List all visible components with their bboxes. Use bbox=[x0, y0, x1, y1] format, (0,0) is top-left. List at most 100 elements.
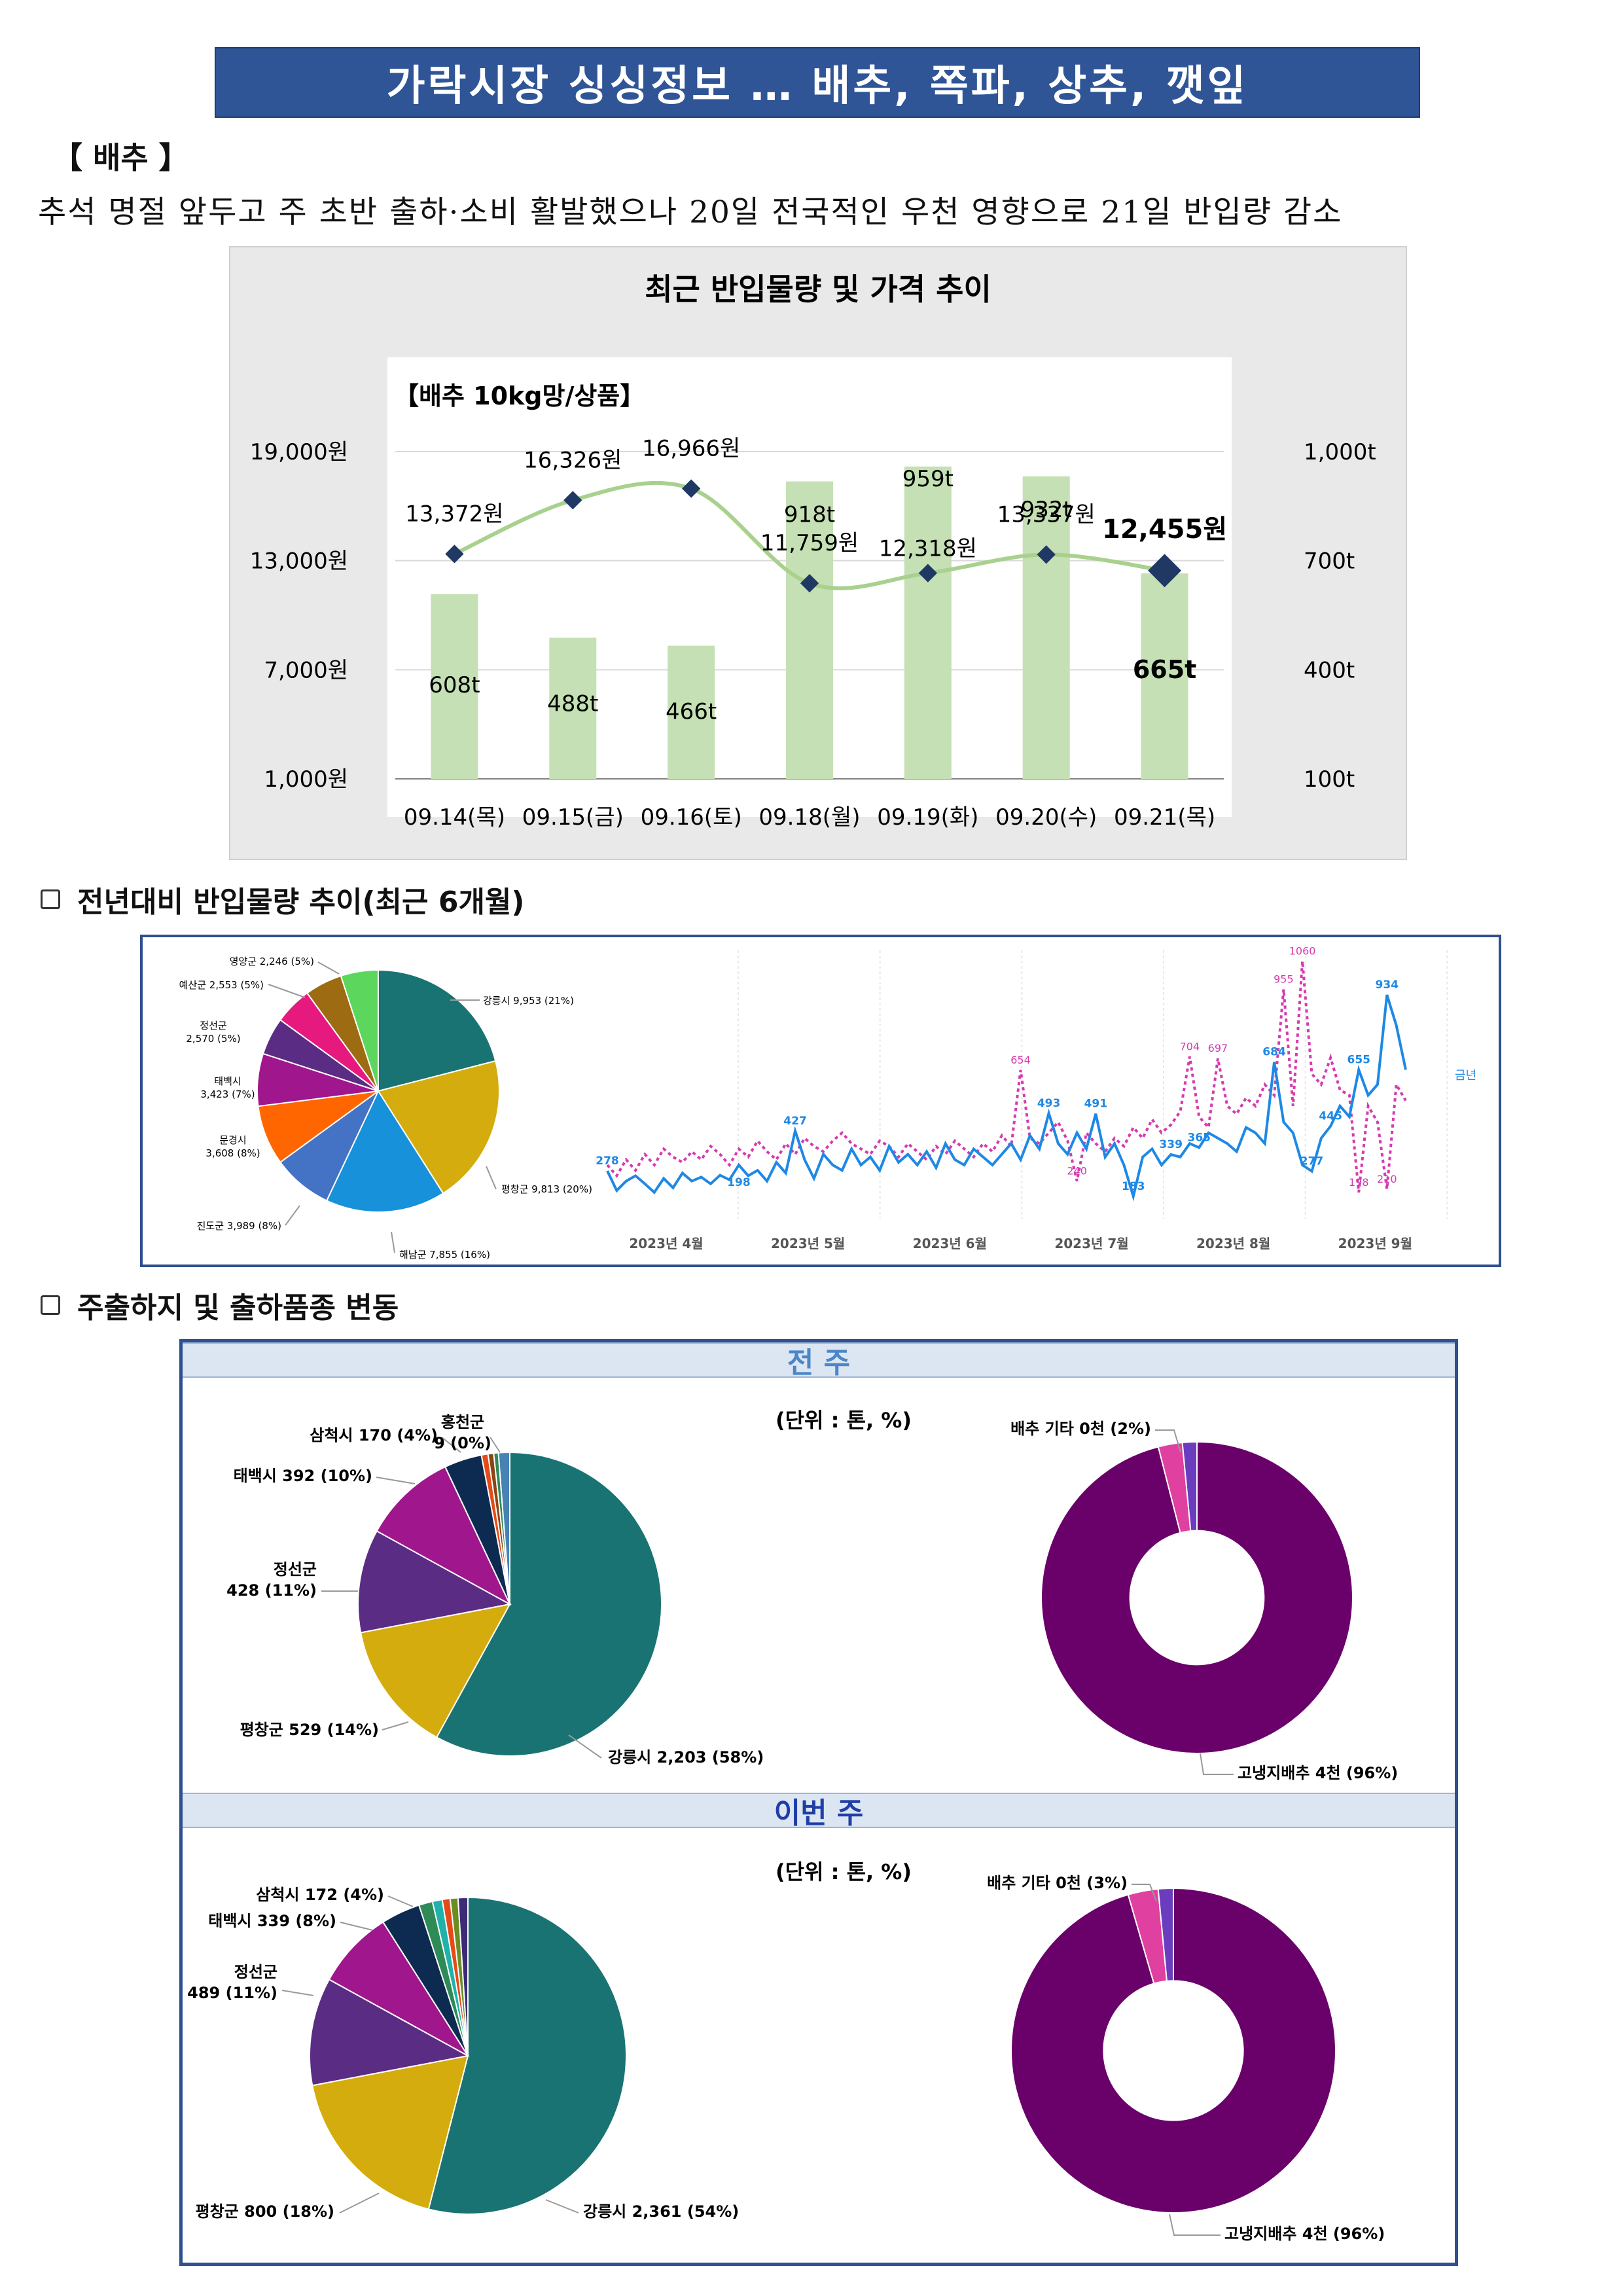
chart1-x-tick: 09.14(목) bbox=[404, 804, 505, 831]
chart2-x-tick: 2023년 6월 bbox=[913, 1236, 987, 1251]
chart2-prev-label: 955 bbox=[1274, 973, 1294, 985]
chart3-pie-leader bbox=[387, 1895, 414, 1907]
chart2-series-label: 금년 bbox=[1455, 1069, 1476, 1083]
chart3-pie-leader bbox=[382, 1721, 409, 1731]
chart1-y-right-tick: 100t bbox=[1304, 766, 1355, 793]
chart2-pie-label: 문경시 bbox=[219, 1134, 246, 1146]
chart3-pie-label: 정선군 bbox=[234, 1963, 277, 1981]
chart2-pie-label: 정선군 bbox=[200, 1020, 227, 1031]
chart1-price-label: 16,326원 bbox=[524, 447, 622, 473]
chart3-donut-leader bbox=[1155, 1429, 1181, 1453]
chart3-donut-label: 고냉지배추 4천 (96%) bbox=[1238, 1764, 1398, 1782]
chart3-unit-label: (단위 : 톤, %) bbox=[776, 1408, 912, 1433]
chart1-price-marker bbox=[682, 479, 701, 498]
chart2-current-label: 339 bbox=[1159, 1138, 1183, 1151]
chart1-y-right-tick: 1,000t bbox=[1304, 439, 1376, 465]
chart2-x-tick: 2023년 7월 bbox=[1054, 1236, 1128, 1251]
chart3-pie-label: 강릉시 2,203 (58%) bbox=[608, 1748, 764, 1767]
volume-price-chart-svg: 최근 반입물량 및 가격 추이 【배추 10kg망/상품】 19,000원 13,00… bbox=[250, 272, 1376, 831]
chart2-pie-label: 3,423 (7%) bbox=[200, 1088, 255, 1100]
chart1-price-label: 13,337원 bbox=[997, 501, 1096, 528]
chart2-prev-label: 240 bbox=[1067, 1165, 1087, 1177]
chart2-prev-label: 198 bbox=[1349, 1176, 1369, 1189]
chart2-pie-label: 태백시 bbox=[214, 1075, 241, 1087]
chart1-bar bbox=[1141, 573, 1188, 779]
chart2-x-tick: 2023년 4월 bbox=[629, 1236, 703, 1251]
chart2-prev-label: 704 bbox=[1180, 1040, 1200, 1052]
chart2-x-tick: 2023년 5월 bbox=[771, 1236, 845, 1251]
chart2-current-label: 198 bbox=[727, 1176, 751, 1189]
chart1-price-marker bbox=[563, 491, 582, 510]
chart3-pie-slice bbox=[357, 1530, 512, 1634]
chart2-current-label: 277 bbox=[1300, 1155, 1324, 1168]
chart3-pie-slice bbox=[309, 1979, 470, 2087]
chart2-current-label: 491 bbox=[1084, 1098, 1108, 1111]
chart1-price-marker bbox=[918, 564, 937, 583]
chart3-pie-slice bbox=[328, 1921, 469, 2056]
chart2-pie-slice bbox=[325, 1089, 444, 1213]
chart3-pie-leader bbox=[281, 1990, 314, 1996]
chart1-x-tick: 09.18(월) bbox=[758, 804, 860, 831]
chart2-current-label: 183 bbox=[1122, 1180, 1145, 1193]
chart2-pie-leader bbox=[317, 961, 340, 975]
chart1-x-tick: 09.15(금) bbox=[522, 804, 624, 831]
chart2-pie-slice bbox=[378, 969, 497, 1092]
chart2-pie-label: 진도군 3,989 (8%) bbox=[197, 1220, 281, 1232]
chart1-price-label: 11,759원 bbox=[760, 530, 859, 556]
chart1-x-tick: 09.16(토) bbox=[641, 804, 742, 831]
chart1-bar bbox=[549, 637, 597, 779]
chart2-current-label: 278 bbox=[596, 1155, 619, 1168]
chart2-current-label: 684 bbox=[1262, 1046, 1286, 1059]
section3-heading: 주출하지 및 출하품종 변동 bbox=[41, 1284, 399, 1326]
chart2-prev-label: 1060 bbox=[1289, 944, 1316, 957]
chart3-pie-leader bbox=[545, 2199, 579, 2214]
chart1-bar bbox=[1022, 476, 1070, 779]
chart2-pie-slice bbox=[257, 1090, 379, 1164]
chart3-donut-label: 배추 기타 0천 (3%) bbox=[987, 1874, 1128, 1892]
chart3-pie-leader bbox=[376, 1477, 416, 1484]
chart1-volume-label: 932t bbox=[1021, 497, 1072, 523]
chart3-pie-label: 태백시 339 (8%) bbox=[208, 1912, 336, 1930]
prev-week-band: 전 주 bbox=[183, 1342, 1455, 1380]
section2-heading: 전년대비 반입물량 추이(최근 6개월) bbox=[41, 878, 525, 920]
chart1-price-label: 13,372원 bbox=[405, 501, 503, 527]
chart3-pie-slice bbox=[427, 1896, 627, 2215]
chart2-pie-label: 3,608 (8%) bbox=[205, 1147, 260, 1159]
chart1-x-tick: 09.19(화) bbox=[877, 804, 978, 831]
chart2-pie-leader bbox=[268, 984, 306, 998]
chart1-volume-label: 466t bbox=[666, 699, 717, 725]
chart3-donut-leader bbox=[1132, 1884, 1157, 1902]
chart2-prev-year-line bbox=[606, 961, 1407, 1193]
chart1-volume-label: 488t bbox=[547, 691, 598, 717]
chart3-pie-slice bbox=[497, 1451, 510, 1605]
chart3-pie-leader bbox=[339, 2193, 380, 2214]
chart3-pie-slice bbox=[435, 1451, 662, 1757]
page-title: 가락시장 싱싱정보 … 배추, 쪽파, 상추, 깻잎 bbox=[215, 47, 1420, 118]
chart3-donut-label: 배추 기타 0천 (2%) bbox=[1010, 1420, 1151, 1438]
chart2-pie-label: 2,570 (5%) bbox=[186, 1033, 240, 1045]
chart3-pie-label: 삼척시 172 (4%) bbox=[256, 1886, 384, 1904]
chart3-pie-label: 428 (11%) bbox=[226, 1581, 317, 1600]
chart1-price-marker bbox=[445, 545, 464, 564]
chart1-volume-label: 608t bbox=[429, 672, 480, 698]
chart2-current-label: 934 bbox=[1376, 978, 1399, 992]
chart3-pie-label: 9 (0%) bbox=[434, 1434, 491, 1452]
chart1-y-left-tick: 13,000원 bbox=[250, 548, 348, 575]
chart2-pie-leader bbox=[486, 1166, 497, 1190]
section2-title: 전년대비 반입물량 추이(최근 6개월) bbox=[77, 886, 525, 919]
chart1-price-label: 16,966원 bbox=[642, 436, 740, 462]
chart1-price-marker bbox=[1148, 554, 1182, 588]
chart2-pie-label: 예산군 2,553 (5%) bbox=[179, 979, 264, 991]
chart3-pie-label: 평창군 800 (18%) bbox=[196, 2202, 334, 2221]
chart2-prev-label: 654 bbox=[1010, 1054, 1031, 1066]
chart2-current-label: 655 bbox=[1347, 1053, 1370, 1066]
chart2-current-label: 365 bbox=[1187, 1131, 1211, 1144]
chart1-y-left-tick: 19,000원 bbox=[250, 439, 348, 465]
chart3-pie-slice bbox=[359, 1603, 511, 1738]
summary-text: 추석 명절 앞두고 주 초반 출하·소비 활발했으나 20일 전국적인 우천 영… bbox=[38, 194, 1343, 230]
chart1-bar bbox=[904, 466, 952, 779]
chart3-pie-slice bbox=[376, 1465, 512, 1606]
chart3-pie-label: 태백시 392 (10%) bbox=[234, 1467, 372, 1485]
chart2-pie-slice bbox=[377, 1060, 500, 1194]
chart3-pie-leader bbox=[340, 1922, 373, 1931]
